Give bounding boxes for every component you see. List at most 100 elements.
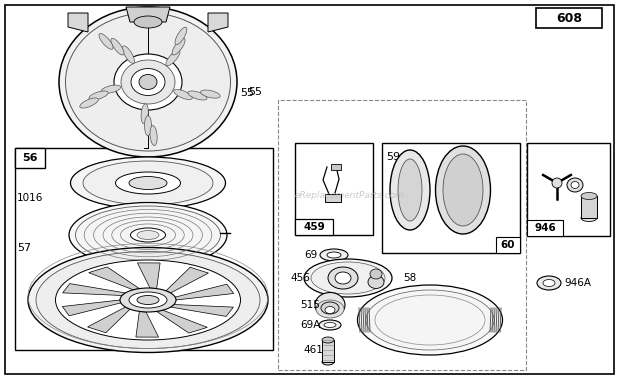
- Ellipse shape: [36, 252, 260, 348]
- Ellipse shape: [129, 176, 167, 190]
- Ellipse shape: [123, 46, 135, 63]
- Ellipse shape: [83, 161, 213, 205]
- Text: 55: 55: [248, 87, 262, 97]
- Ellipse shape: [581, 193, 597, 200]
- Ellipse shape: [80, 98, 99, 108]
- Text: 55: 55: [240, 88, 254, 98]
- Polygon shape: [157, 310, 207, 333]
- Ellipse shape: [120, 288, 176, 312]
- Bar: [536, 8, 602, 28]
- Bar: [527, 143, 610, 236]
- Bar: [278, 100, 526, 370]
- Bar: [295, 219, 333, 235]
- Ellipse shape: [141, 104, 148, 124]
- Text: 60: 60: [501, 240, 515, 250]
- Bar: [15, 148, 45, 168]
- Text: 608: 608: [556, 11, 582, 24]
- Text: eReplacementParts.com: eReplacementParts.com: [295, 190, 405, 200]
- Polygon shape: [87, 307, 130, 333]
- Ellipse shape: [324, 323, 336, 328]
- Polygon shape: [208, 13, 228, 32]
- Ellipse shape: [131, 68, 165, 95]
- Text: 57: 57: [17, 243, 31, 253]
- Bar: [382, 143, 520, 253]
- Ellipse shape: [69, 203, 227, 268]
- Ellipse shape: [150, 125, 157, 146]
- Ellipse shape: [66, 13, 231, 151]
- Ellipse shape: [322, 359, 334, 365]
- Bar: [496, 237, 520, 253]
- Ellipse shape: [28, 247, 268, 353]
- Ellipse shape: [115, 172, 180, 194]
- Polygon shape: [166, 267, 208, 293]
- Bar: [581, 196, 597, 218]
- Ellipse shape: [543, 280, 555, 287]
- Text: 515: 515: [300, 300, 320, 310]
- Ellipse shape: [59, 7, 237, 157]
- Polygon shape: [170, 304, 233, 317]
- Text: 461: 461: [303, 345, 323, 355]
- Ellipse shape: [316, 300, 344, 318]
- Ellipse shape: [139, 74, 157, 90]
- Text: 946: 946: [534, 223, 556, 233]
- Ellipse shape: [89, 91, 108, 100]
- Text: 59: 59: [386, 152, 400, 162]
- Polygon shape: [126, 7, 170, 22]
- Polygon shape: [68, 13, 88, 32]
- Polygon shape: [138, 263, 160, 288]
- Ellipse shape: [137, 231, 159, 239]
- Ellipse shape: [443, 154, 483, 226]
- Ellipse shape: [144, 116, 151, 136]
- Ellipse shape: [71, 157, 226, 209]
- Ellipse shape: [111, 38, 124, 55]
- Text: 946A: 946A: [564, 278, 591, 288]
- Bar: [325, 194, 341, 202]
- Polygon shape: [175, 284, 234, 300]
- Ellipse shape: [315, 293, 345, 318]
- Ellipse shape: [114, 54, 182, 110]
- Ellipse shape: [328, 267, 358, 289]
- Ellipse shape: [201, 90, 220, 98]
- Ellipse shape: [56, 260, 241, 340]
- Bar: [15, 148, 273, 350]
- Polygon shape: [136, 312, 159, 337]
- Ellipse shape: [134, 16, 162, 28]
- Polygon shape: [63, 300, 121, 316]
- Text: 56: 56: [22, 153, 38, 163]
- Ellipse shape: [319, 320, 341, 330]
- Ellipse shape: [435, 146, 490, 234]
- Ellipse shape: [322, 337, 334, 343]
- Ellipse shape: [311, 262, 385, 294]
- Ellipse shape: [370, 269, 382, 279]
- Ellipse shape: [188, 91, 207, 100]
- Ellipse shape: [335, 272, 351, 284]
- Ellipse shape: [99, 33, 113, 49]
- Ellipse shape: [76, 206, 221, 264]
- Ellipse shape: [129, 292, 167, 308]
- Ellipse shape: [325, 307, 335, 314]
- Text: 459: 459: [303, 222, 325, 232]
- Bar: [295, 143, 373, 235]
- Text: 1016: 1016: [17, 193, 43, 203]
- Text: 58: 58: [404, 273, 417, 283]
- Text: 456: 456: [290, 273, 310, 283]
- Ellipse shape: [166, 50, 180, 66]
- Ellipse shape: [537, 276, 561, 290]
- Ellipse shape: [137, 296, 159, 304]
- Text: 69A: 69A: [300, 320, 321, 330]
- Ellipse shape: [321, 302, 339, 314]
- Ellipse shape: [366, 290, 494, 350]
- Ellipse shape: [130, 228, 166, 242]
- Ellipse shape: [358, 285, 502, 355]
- Ellipse shape: [175, 27, 187, 45]
- Ellipse shape: [390, 150, 430, 230]
- Ellipse shape: [304, 259, 392, 297]
- Text: 69: 69: [304, 250, 317, 260]
- Bar: [322, 340, 334, 362]
- Ellipse shape: [398, 159, 422, 221]
- Ellipse shape: [101, 85, 121, 93]
- Ellipse shape: [368, 276, 384, 288]
- Ellipse shape: [320, 249, 348, 261]
- Bar: [527, 220, 563, 236]
- Ellipse shape: [174, 89, 192, 100]
